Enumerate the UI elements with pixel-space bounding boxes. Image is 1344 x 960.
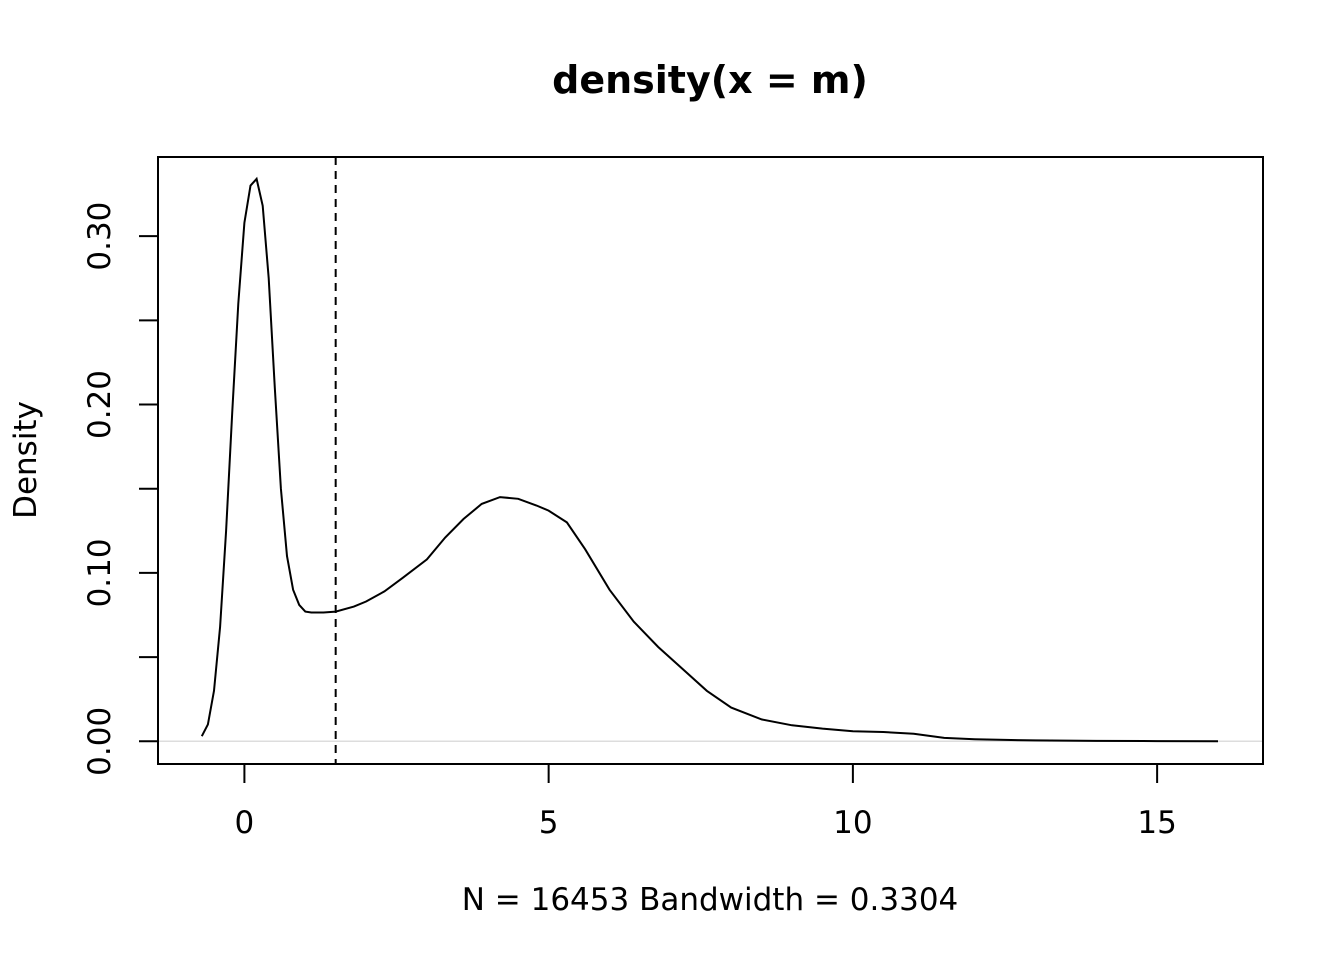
plot-area [157,156,1264,765]
y-tick-label: 0.10 [82,538,118,607]
x-tick-label: 10 [833,805,872,841]
x-axis: 0 5 10 15 [235,764,1177,841]
y-tick-label: 0.30 [82,202,118,271]
plot-frame [157,156,1264,765]
density-curve [200,176,1219,743]
y-axis: 0.00 0.10 0.20 0.30 [82,202,158,776]
y-tick-label: 0.00 [82,707,118,776]
x-axis-label: N = 16453 Bandwidth = 0.3304 [462,882,959,918]
x-tick-label: 15 [1137,805,1176,841]
chart-title: density(x = m) [552,58,868,102]
x-tick-label: 5 [539,805,559,841]
y-axis-label: Density [8,401,44,519]
x-tick-label: 0 [235,805,255,841]
y-tick-label: 0.20 [82,370,118,439]
